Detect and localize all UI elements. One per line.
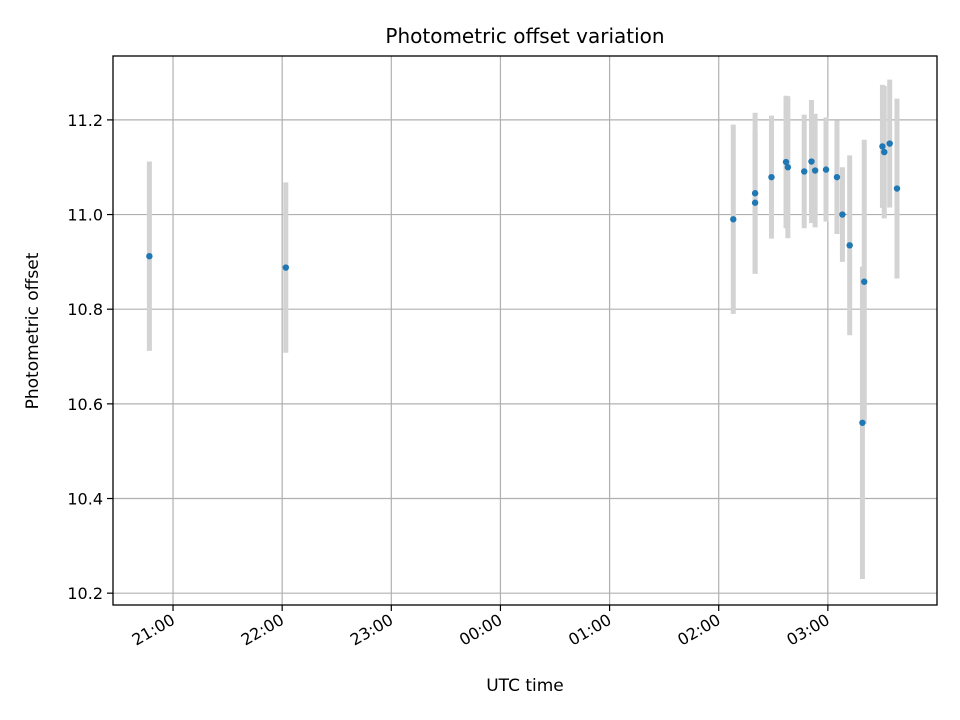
- data-point: [730, 216, 737, 223]
- y-tick-label: 10.4: [67, 490, 103, 509]
- data-point: [811, 167, 819, 174]
- y-axis-title: Photometric offset: [23, 252, 43, 409]
- data-point: [801, 168, 808, 175]
- data-point: [859, 419, 866, 426]
- data-point: [751, 199, 759, 206]
- data-point: [833, 173, 841, 181]
- data-point: [881, 148, 888, 156]
- y-tick-label: 11.2: [67, 111, 103, 130]
- data-points: [146, 140, 901, 426]
- y-tick-label: 10.8: [67, 300, 103, 319]
- y-tick-label: 10.6: [67, 395, 103, 414]
- data-point: [822, 166, 830, 173]
- data-point: [784, 164, 792, 171]
- data-point: [839, 211, 846, 218]
- grid: [113, 56, 937, 605]
- data-point: [751, 190, 759, 197]
- data-point: [886, 140, 893, 147]
- x-axis-title: UTC time: [486, 676, 564, 696]
- data-point: [861, 278, 868, 285]
- data-point: [782, 158, 790, 166]
- data-point: [282, 264, 290, 271]
- y-axis: 10.2 10.4 10.6 10.8 11.0 11.2: [67, 111, 113, 603]
- chart-title: Photometric offset variation: [385, 24, 664, 48]
- data-point: [846, 242, 853, 249]
- data-point: [808, 158, 815, 165]
- data-point: [146, 252, 153, 260]
- plot-frame: [112, 55, 938, 606]
- y-tick-label: 10.2: [67, 584, 103, 603]
- data-point: [879, 143, 886, 150]
- y-tick-label: 11.0: [67, 206, 103, 225]
- data-point: [768, 173, 775, 181]
- data-point: [893, 185, 901, 192]
